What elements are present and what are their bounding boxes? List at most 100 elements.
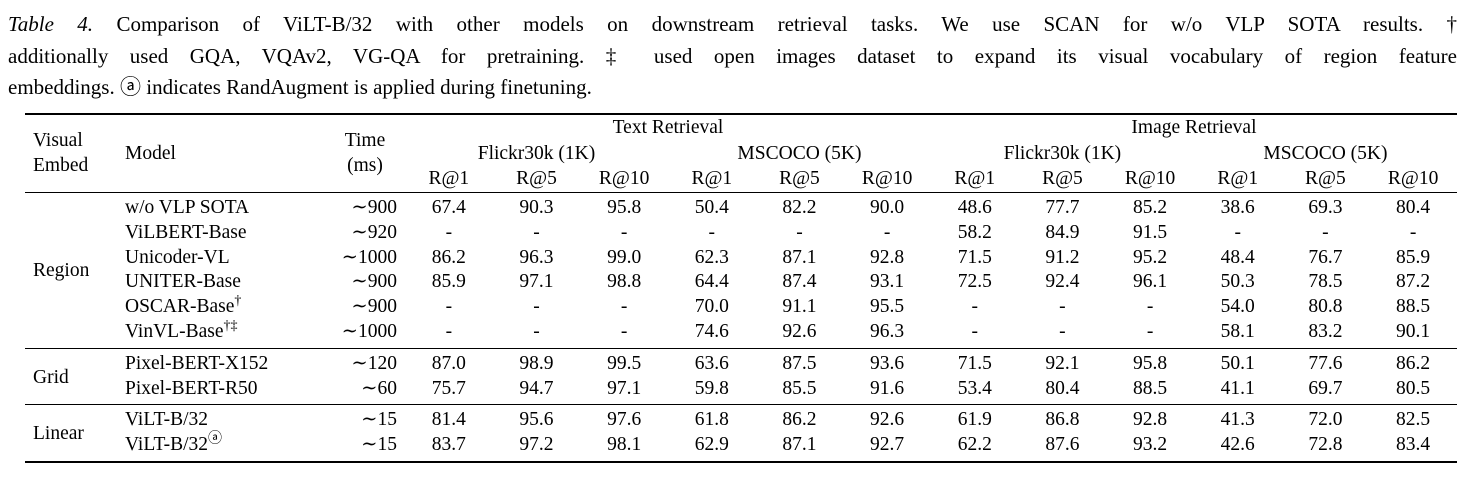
metric-value: 95.8 <box>607 197 642 218</box>
metric-value: 99.5 <box>607 352 642 374</box>
metric-value: 96.1 <box>1133 271 1168 293</box>
model-name-text: UNITER-Base <box>125 271 241 293</box>
time-value: ∼15 <box>361 409 397 431</box>
metric-value: 58.2 <box>957 221 992 243</box>
metric-value: 96.3 <box>870 320 905 342</box>
column-header-r5: R@5 <box>779 167 820 189</box>
metric-value: 50.3 <box>1220 271 1255 293</box>
metric-value: 97.6 <box>607 409 642 431</box>
metric-value: 91.2 <box>1045 246 1080 268</box>
metric-value: 61.8 <box>694 409 729 431</box>
group-label: Linear <box>33 423 84 445</box>
table-row: Region w/o VLP SOTA ∼900 67.4 90.3 95.8 50.4 82… <box>25 193 1457 281</box>
metric-value: 87.5 <box>782 352 817 374</box>
metric-value: 85.9 <box>1396 246 1431 268</box>
metric-value: 95.6 <box>519 409 554 431</box>
metric-value: 76.7 <box>1308 246 1343 268</box>
metric-value: 85.5 <box>782 377 817 399</box>
table-row: Unicoder-VL ∼1000 86.2 96.3 99.0 62.3 87.1 92.8… <box>25 246 1457 271</box>
results-table: Visual Embed Model Time (ms) Text Retrie… <box>25 112 1457 463</box>
table-row: OSCAR-Base† ∼900 - - - 70.0 91.1 95.5 - - - 54.0 80.… <box>25 292 1457 320</box>
metric-value: 86.2 <box>431 246 466 268</box>
column-header-r1: R@1 <box>691 167 733 189</box>
caption-line-3-text: embeddings. ⓐ indicates RandAugment is a… <box>8 75 592 99</box>
caption-table-number: Table 4. <box>8 12 94 36</box>
time-value: ∼900 <box>351 296 397 318</box>
column-header-r10: R@10 <box>1387 167 1439 189</box>
metric-value: 96.3 <box>519 246 554 268</box>
caption-line-1: Table 4. Comparison of ViLT-B/32 with ot… <box>8 9 1457 41</box>
metric-value: - <box>796 221 803 243</box>
metric-value: - <box>1059 320 1066 342</box>
header-row-tasks: Visual Embed Model Time (ms) Text Retrie… <box>25 114 1457 177</box>
model-name: ViLT-B/32 <box>120 405 325 433</box>
metric-value: 82.2 <box>782 197 817 218</box>
metric-value: 77.7 <box>1045 197 1080 218</box>
metric-value: 78.5 <box>1308 271 1343 293</box>
column-header-flickr30k-text: Flickr30k (1K) <box>477 142 596 164</box>
table-row: Grid Pixel-BERT-X152 ∼120 87.0 98.9 99.5 63.6 8… <box>25 348 1457 388</box>
metric-value: 70.0 <box>694 296 729 318</box>
metric-value: 54.0 <box>1220 296 1255 318</box>
caption-line-2: additionally used GQA, VQAv2, VG-QA for … <box>8 41 1457 73</box>
table-row: Pixel-BERT-R50 ∼60 75.7 94.7 97.1 59.8 85.5 91.… <box>25 377 1457 405</box>
metric-value: 95.5 <box>870 296 905 318</box>
model-name: Pixel-BERT-X152 <box>120 348 325 376</box>
column-header-r10: R@10 <box>1124 167 1176 189</box>
metric-value: 93.2 <box>1133 434 1168 456</box>
model-name: ViLBERT-Base <box>120 221 325 246</box>
model-superscript: ⓐ <box>208 430 223 447</box>
column-header-time: Time (ms) <box>344 130 386 177</box>
metric-value: - <box>1146 296 1154 318</box>
metric-value: - <box>445 221 453 243</box>
column-header-text-retrieval: Text Retrieval <box>612 116 724 138</box>
group-region: Region w/o VLP SOTA ∼900 67.4 90.3 95.8 50.4 82… <box>25 192 1457 349</box>
metric-value: - <box>971 296 979 318</box>
metric-value: 93.1 <box>870 271 905 293</box>
caption-line-2-text: additionally used GQA, VQAv2, VG-QA for … <box>8 43 1457 68</box>
metric-value: 87.6 <box>1045 434 1080 456</box>
metric-value: - <box>620 221 628 243</box>
metric-value: 86.2 <box>1396 352 1431 374</box>
metric-value: 85.2 <box>1133 197 1168 218</box>
model-name: Unicoder-VL <box>120 246 325 271</box>
metric-value: 88.5 <box>1133 377 1168 399</box>
metric-value: 90.1 <box>1396 320 1431 342</box>
metric-value: 92.6 <box>870 409 905 431</box>
metric-value: 83.4 <box>1396 434 1431 456</box>
metric-value: - <box>1409 221 1417 243</box>
column-header-r10: R@10 <box>861 167 913 189</box>
column-header-model: Model <box>125 142 176 164</box>
metric-value: 86.2 <box>782 409 817 431</box>
model-name-text: ViLT-B/32 <box>125 409 208 431</box>
model-name: w/o VLP SOTA <box>120 193 325 221</box>
time-value: ∼60 <box>361 377 397 399</box>
metric-value: 80.8 <box>1308 296 1343 318</box>
metric-value: 42.6 <box>1220 434 1255 456</box>
metric-value: 87.1 <box>782 434 817 456</box>
metric-value: 41.3 <box>1220 409 1255 431</box>
metric-value: - <box>1059 296 1066 318</box>
model-name-text: Pixel-BERT-X152 <box>125 352 269 374</box>
model-name: ViLT-B/32ⓐ <box>120 430 325 462</box>
model-name: UNITER-Base <box>120 270 325 295</box>
metric-value: 71.5 <box>957 246 992 268</box>
model-name: VinVL-Base†‡ <box>120 317 325 348</box>
metric-value: - <box>883 221 891 243</box>
model-superscript: †‡ <box>223 317 238 334</box>
metric-value: 59.8 <box>694 377 729 399</box>
group-grid: Grid Pixel-BERT-X152 ∼120 87.0 98.9 99.5 63.6 8… <box>25 348 1457 405</box>
table-row: UNITER-Base ∼900 85.9 97.1 98.8 64.4 87.4 93.1 7… <box>25 270 1457 295</box>
metric-value: 91.6 <box>870 377 905 399</box>
model-superscript: † <box>234 292 242 309</box>
metric-value: 62.2 <box>957 434 992 456</box>
metric-value: 98.1 <box>607 434 642 456</box>
time-value: ∼15 <box>361 434 397 456</box>
metric-value: 94.7 <box>519 377 554 399</box>
metric-value: 91.1 <box>782 296 817 318</box>
model-name-text: ViLBERT-Base <box>125 221 247 243</box>
metric-value: 50.4 <box>694 197 729 218</box>
table-row: ViLT-B/32ⓐ ∼15 83.7 97.2 98.1 62.9 87.1 92.7 62.… <box>25 430 1457 462</box>
time-value: ∼120 <box>351 352 397 374</box>
metric-value: 92.7 <box>870 434 905 456</box>
